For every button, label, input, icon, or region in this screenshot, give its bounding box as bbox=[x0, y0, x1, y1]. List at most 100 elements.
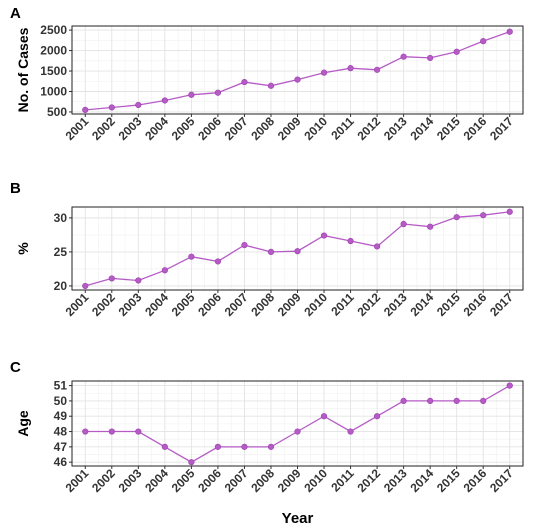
panel-a-xtick-label: 2017 bbox=[487, 114, 516, 143]
panel-c-data-point bbox=[135, 428, 142, 435]
panel-a-ytick-label: 500 bbox=[47, 105, 67, 119]
panel-a-data-point bbox=[480, 38, 487, 45]
panel-c-data-point bbox=[453, 397, 460, 405]
panel-c-xtick-label: 2001 bbox=[63, 466, 92, 495]
panel-b-ytick-label: 20 bbox=[54, 279, 68, 293]
panel-b-data-point bbox=[347, 237, 354, 245]
panel-b-data-point bbox=[320, 232, 328, 239]
panel-b-data-point bbox=[82, 282, 89, 290]
panel-c-data-point bbox=[506, 382, 513, 389]
panel-a-data-point bbox=[108, 104, 115, 111]
panel-a-y-axis-title: No. of Cases bbox=[15, 27, 31, 112]
panel-c-x-axis-title: Year bbox=[282, 510, 314, 527]
panel-b-xtick-label: 2010 bbox=[301, 290, 330, 319]
panel-a-xtick-label: 2011 bbox=[328, 114, 357, 143]
panel-a-xtick-label: 2013 bbox=[381, 114, 410, 143]
panel-c-data-point bbox=[427, 397, 434, 405]
panel-a-xtick-label: 2010 bbox=[301, 114, 330, 143]
panel-c-xtick-label: 2005 bbox=[169, 466, 198, 495]
panel-b-xtick-label: 2006 bbox=[195, 290, 224, 319]
panel-c-ytick-label: 46 bbox=[54, 455, 68, 469]
panel-b-xtick-label: 2009 bbox=[275, 290, 304, 319]
panel-a-xtick-label: 2002 bbox=[89, 114, 118, 143]
panel-c-data-point bbox=[320, 413, 328, 420]
panel-c-data-point bbox=[480, 397, 487, 405]
panel-a-letter: A bbox=[10, 5, 21, 22]
panel-a-data-point bbox=[347, 65, 354, 72]
panel-a-xtick-label: 2014 bbox=[407, 114, 436, 143]
panel-b-xtick-label: 2007 bbox=[222, 290, 251, 319]
panel-c-xtick-label: 2008 bbox=[248, 466, 277, 495]
panel-b-data-point bbox=[373, 243, 381, 250]
panel-c-data-point bbox=[161, 443, 168, 450]
panel-a-data-point bbox=[161, 97, 168, 104]
panel-b-data-point bbox=[214, 258, 222, 265]
panel-b-data-point bbox=[241, 241, 248, 249]
panel-b-xtick-label: 2016 bbox=[461, 290, 490, 319]
panel-a-xtick-label: 2004 bbox=[142, 114, 171, 143]
panel-b-xtick-label: 2001 bbox=[63, 290, 92, 319]
panel-c-ytick-label: 48 bbox=[54, 425, 68, 439]
panel-a-data-point bbox=[373, 66, 381, 73]
panel-b: B202530200120022003200420052006200720082… bbox=[10, 180, 524, 319]
panel-a-xtick-label: 2009 bbox=[275, 114, 304, 143]
panel-c-xtick-label: 2014 bbox=[407, 466, 436, 495]
panel-b-xtick-label: 2011 bbox=[328, 290, 357, 319]
panel-a-data-point bbox=[188, 91, 195, 98]
panel-c-data-point bbox=[82, 428, 89, 435]
panel-a: A500100015002000250020012002200320042005… bbox=[10, 5, 524, 143]
panel-c-xtick-label: 2004 bbox=[142, 466, 171, 495]
panel-c-data-point bbox=[294, 428, 301, 435]
panel-a-data-point bbox=[400, 53, 407, 60]
panel-c-data-point bbox=[108, 428, 115, 435]
panel-c-xtick-label: 2012 bbox=[354, 466, 383, 495]
panel-a-data-point bbox=[82, 106, 89, 114]
panel-a-data-point bbox=[427, 54, 434, 62]
panel-b-xtick-label: 2008 bbox=[248, 290, 277, 319]
panel-a-xtick-label: 2007 bbox=[222, 114, 251, 143]
panel-c-xtick-label: 2003 bbox=[116, 466, 145, 495]
panel-a-data-point bbox=[294, 76, 301, 83]
panel-b-data-point bbox=[267, 248, 275, 256]
panel-a-data-point bbox=[135, 101, 142, 109]
panel-c-xtick-label: 2017 bbox=[487, 466, 516, 495]
panel-c-xtick-label: 2007 bbox=[222, 466, 251, 495]
panel-b-data-point bbox=[400, 220, 407, 228]
panel-a-data-point bbox=[453, 48, 460, 55]
panel-b-xtick-label: 2005 bbox=[169, 290, 198, 319]
panel-c-xtick-label: 2009 bbox=[275, 466, 304, 495]
panel-c-xtick-label: 2011 bbox=[328, 466, 357, 495]
panel-a-xtick-label: 2006 bbox=[195, 114, 224, 143]
panel-b-xtick-label: 2002 bbox=[89, 290, 118, 319]
panel-a-xtick-label: 2015 bbox=[434, 114, 463, 143]
panel-b-xtick-label: 2004 bbox=[142, 290, 171, 319]
panel-b-data-point bbox=[135, 277, 142, 284]
panel-c-data-point bbox=[373, 413, 381, 420]
panel-c-xtick-label: 2013 bbox=[381, 466, 410, 495]
panel-a-data-point bbox=[267, 82, 275, 89]
panel-a-xtick-label: 2003 bbox=[116, 114, 145, 143]
panel-c-data-point bbox=[347, 428, 354, 435]
panel-a-ytick-label: 1000 bbox=[40, 84, 67, 98]
panel-a-ytick-label: 2500 bbox=[40, 23, 67, 37]
panel-b-data-point bbox=[506, 208, 513, 215]
panel-b-letter: B bbox=[10, 180, 21, 197]
panel-b-data-point bbox=[108, 275, 115, 282]
panel-c-ytick-label: 49 bbox=[54, 409, 68, 423]
panel-b-data-point bbox=[294, 248, 301, 255]
panel-c-xtick-label: 2015 bbox=[434, 466, 463, 495]
panel-c-data-point bbox=[267, 443, 275, 450]
panel-b-data-point bbox=[453, 214, 460, 221]
panel-b-xtick-label: 2013 bbox=[381, 290, 410, 319]
panel-c-letter: C bbox=[10, 359, 21, 376]
panel-a-data-point bbox=[241, 78, 248, 86]
panel-b-data-point bbox=[427, 223, 434, 230]
panel-b-ytick-label: 30 bbox=[54, 211, 68, 225]
panel-c: C464748495051200120022003200420052006200… bbox=[10, 359, 524, 527]
panel-b-xtick-label: 2014 bbox=[407, 290, 436, 319]
panel-a-xtick-label: 2008 bbox=[248, 114, 277, 143]
panel-a-ytick-label: 1500 bbox=[40, 64, 67, 78]
panel-c-y-axis-title: Age bbox=[15, 410, 31, 437]
panel-b-xtick-label: 2017 bbox=[487, 290, 516, 319]
